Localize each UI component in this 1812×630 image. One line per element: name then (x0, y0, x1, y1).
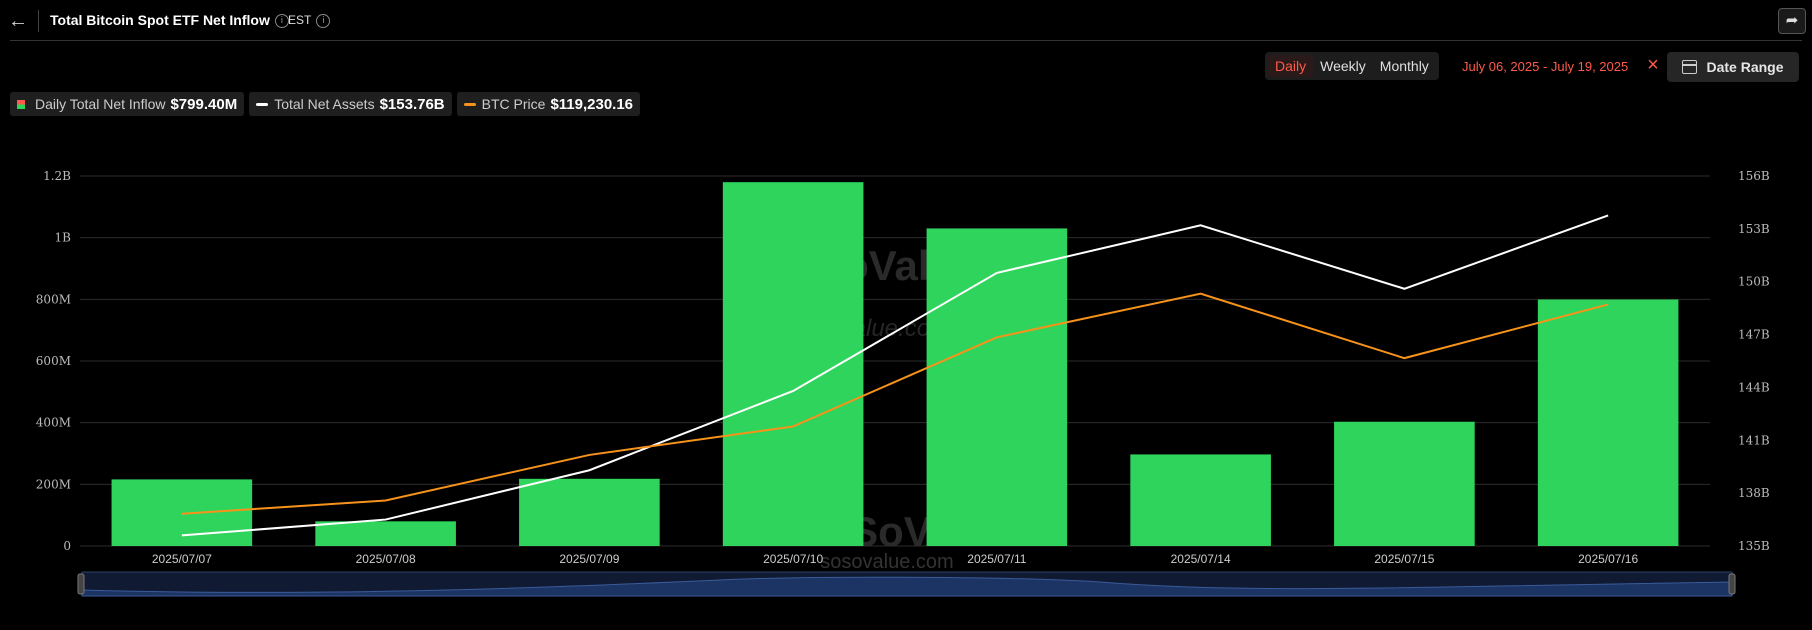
legend-label: Daily Total Net Inflow (35, 96, 166, 112)
right-axis-tick: 156B (1738, 169, 1770, 183)
legend-net-inflow[interactable]: Daily Total Net Inflow $799.40M (10, 92, 245, 116)
legend-value: $153.76B (379, 95, 445, 113)
page-title-text: Total Bitcoin Spot ETF Net Inflow (50, 12, 270, 28)
x-axis-tick: 2025/07/16 (1578, 552, 1638, 566)
right-axis-tick: 147B (1738, 328, 1770, 342)
calendar-icon (1682, 60, 1698, 74)
x-axis-tick: 2025/07/07 (152, 552, 212, 566)
right-axis-tick: 135B (1738, 539, 1770, 553)
zoom-handle-left (77, 573, 85, 595)
line-swatch-icon (463, 102, 476, 106)
bar (1334, 421, 1475, 546)
bar (519, 478, 660, 546)
bar-swatch-icon (17, 99, 25, 109)
left-axis-tick: 200M (36, 477, 71, 491)
zoom-area (81, 576, 1733, 597)
right-axis-ticks: 135B 138B 141B 144B 147B 150B 153B 156B (1738, 169, 1770, 553)
page-title: Total Bitcoin Spot ETF Net Inflow i (50, 12, 289, 29)
header-divider-line (10, 40, 1802, 41)
x-axis-tick: 2025/07/09 (559, 552, 619, 566)
date-range-button-label: Date Range (1706, 59, 1784, 75)
date-range-button[interactable]: Date Range (1667, 52, 1799, 82)
left-axis-tick: 1.2B (43, 169, 71, 183)
bar (315, 521, 456, 546)
right-axis-tick: 141B (1738, 433, 1770, 447)
date-range-value: July 06, 2025 - July 19, 2025 (1462, 59, 1629, 74)
legend-value: $799.40M (170, 95, 238, 113)
x-axis-tick: 2025/07/10 (763, 552, 823, 566)
left-axis-tick: 600M (36, 354, 71, 368)
zoom-handle-right (1728, 573, 1736, 595)
bar (926, 228, 1068, 546)
bar (1130, 454, 1271, 546)
x-axis-tick: 2025/07/14 (1171, 552, 1231, 566)
zoom-slider[interactable] (77, 571, 1736, 597)
legend-btc-price[interactable]: BTC Price $119,230.16 (456, 92, 641, 116)
line-swatch-icon (256, 102, 269, 106)
interval-daily[interactable]: Daily (1268, 55, 1314, 77)
bar (722, 182, 864, 546)
legend: Daily Total Net Inflow $799.40M Total Ne… (10, 92, 641, 116)
interval-toggle: Daily Weekly Monthly (1265, 52, 1439, 80)
legend-label: BTC Price (481, 96, 546, 112)
watermark-url: sosovalue.com (820, 551, 953, 573)
legend-label: Total Net Assets (274, 96, 375, 112)
right-axis-tick: 153B (1738, 222, 1770, 236)
legend-value: $119,230.16 (550, 95, 634, 113)
left-axis-tick: 800M (36, 292, 71, 306)
timezone-info-icon[interactable]: i (316, 13, 331, 28)
legend-net-assets[interactable]: Total Net Assets $153.76B (249, 92, 452, 116)
series-lines (181, 214, 1609, 537)
left-axis-ticks: 0 200M 400M 600M 800M 1B 1.2B (36, 169, 71, 553)
info-icon[interactable]: i (274, 14, 289, 29)
clear-date-icon[interactable]: × (1647, 54, 1659, 76)
right-axis-tick: 138B (1738, 486, 1770, 500)
x-axis-tick: 2025/07/15 (1374, 552, 1434, 566)
bar (1537, 299, 1679, 546)
back-arrow-icon[interactable]: ← (8, 10, 28, 32)
series-line-total-net-assets (181, 214, 1609, 537)
x-axis-tick: 2025/07/08 (356, 552, 416, 566)
series-line-btc-price (181, 292, 1609, 515)
interval-weekly[interactable]: Weekly (1320, 58, 1366, 74)
bar (111, 479, 253, 546)
x-axis-tick: 2025/07/11 (967, 552, 1026, 566)
right-axis-tick: 150B (1738, 275, 1770, 289)
left-axis-tick: 1B (55, 231, 72, 245)
inflow-chart: SoSoValuesosovalue.comSoSoValuesosovalue… (36, 169, 1770, 597)
left-axis-tick: 400M (36, 416, 71, 430)
x-axis-ticks: 2025/07/07 2025/07/08 2025/07/09 2025/07/10… (152, 552, 1639, 566)
bars (111, 182, 1679, 546)
right-axis-tick: 144B (1738, 380, 1770, 394)
header-divider (38, 10, 39, 32)
interval-monthly[interactable]: Monthly (1379, 58, 1429, 74)
left-axis-tick: 0 (63, 539, 71, 553)
timezone-label: EST i (288, 13, 331, 28)
timezone-text: EST (288, 13, 312, 27)
share-icon[interactable]: ➦ (1778, 8, 1806, 34)
